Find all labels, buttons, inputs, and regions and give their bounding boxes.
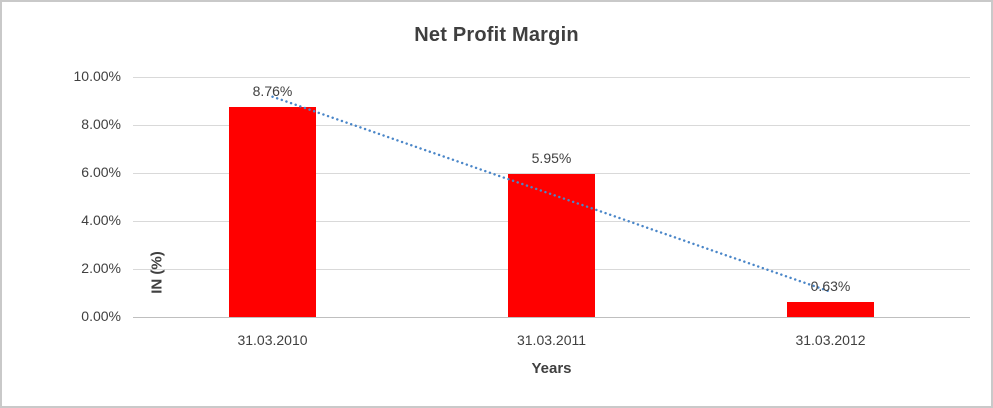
y-tick-label: 10.00% bbox=[73, 68, 121, 84]
gridline bbox=[133, 124, 970, 126]
bar-value-label: 5.95% bbox=[531, 150, 572, 167]
bar bbox=[508, 174, 595, 317]
trendline bbox=[271, 95, 832, 294]
x-tick-label: 31.03.2012 bbox=[795, 332, 866, 348]
y-tick-label: 4.00% bbox=[81, 212, 121, 228]
bar bbox=[787, 301, 874, 317]
y-tick-label: 6.00% bbox=[81, 164, 121, 180]
trendline-dotted-line bbox=[271, 95, 832, 294]
y-tick-label: 8.00% bbox=[81, 116, 121, 132]
gridline bbox=[133, 172, 970, 174]
x-axis-title: Years bbox=[531, 360, 572, 377]
gridline bbox=[133, 76, 970, 78]
bar-value-label: 8.76% bbox=[252, 82, 293, 99]
plot-area: 8.76% 5.95% 0.63% IN (%) bbox=[133, 76, 970, 318]
x-axis-line bbox=[133, 316, 970, 318]
bar-value-label: 0.63% bbox=[810, 277, 851, 294]
bar bbox=[229, 106, 316, 317]
x-tick-label: 31.03.2010 bbox=[237, 332, 308, 348]
chart-title: Net Profit Margin bbox=[414, 24, 579, 46]
y-tick-label: 2.00% bbox=[81, 260, 121, 276]
y-axis-title: IN (%) bbox=[148, 251, 166, 294]
y-tick-label: 0.00% bbox=[81, 308, 121, 324]
x-tick-label: 31.03.2011 bbox=[516, 332, 587, 348]
